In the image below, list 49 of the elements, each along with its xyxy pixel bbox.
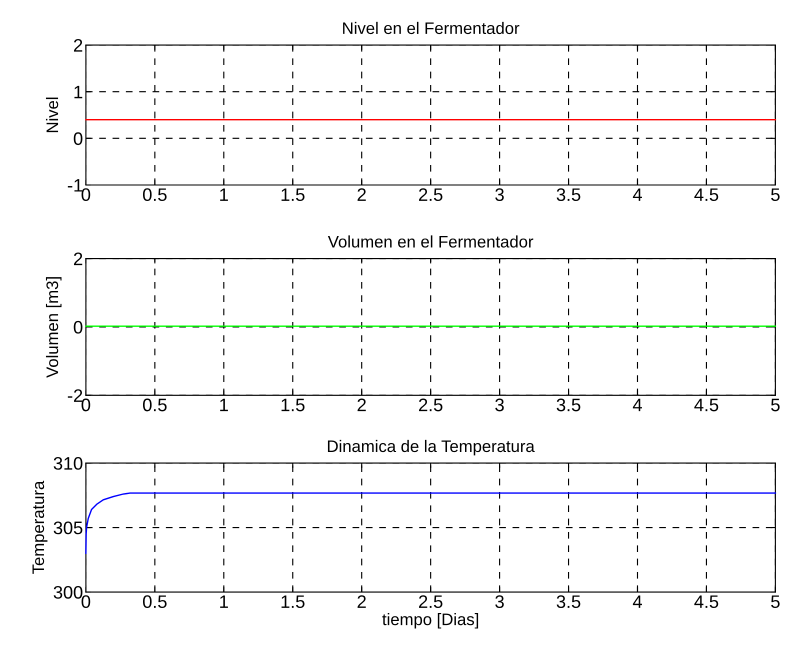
x-tick-label: 1 <box>220 595 228 608</box>
y-tick-label: 310 <box>54 456 82 470</box>
y-tick-label: -1 <box>68 179 82 192</box>
x-tick-label: 4.5 <box>694 188 718 202</box>
x-tick-label: 5 <box>771 398 780 412</box>
x-tick-label: 3.5 <box>556 398 580 412</box>
x-tick-label: 2.5 <box>419 398 442 412</box>
x-tick-label: 0.5 <box>143 398 167 412</box>
x-tick-label: 1 <box>220 188 228 201</box>
x-tick-label: 0.5 <box>143 188 167 202</box>
x-tick-label: 3 <box>495 188 504 202</box>
x-tick-label: 1.5 <box>282 188 305 202</box>
x-tick-label: 2.5 <box>419 188 442 202</box>
y-axis-title: Nivel <box>46 98 58 132</box>
x-tick-label: 2.5 <box>419 595 442 608</box>
x-tick-label: 3.5 <box>556 188 580 202</box>
x-tick-label: 3 <box>495 595 504 608</box>
x-tick-label: 3.5 <box>556 595 580 608</box>
chart-title: Dinamica de la Temperatura <box>328 440 535 456</box>
x-tick-label: 1.5 <box>282 595 305 608</box>
x-tick-label: 4 <box>632 188 642 201</box>
x-tick-label: 2 <box>358 595 366 608</box>
y-tick-label: 1 <box>74 86 82 98</box>
x-axis-title: tiempo [Dias] <box>382 613 478 629</box>
x-tick-label: 4.5 <box>694 595 718 608</box>
line-series <box>85 492 776 554</box>
chart-title: Nivel en el Fermentador <box>343 22 520 34</box>
y-axis-title: Temperatura <box>32 480 48 574</box>
x-tick-label: 4 <box>632 595 642 608</box>
y-tick-label: 2 <box>74 38 82 52</box>
y-tick-label: -2 <box>68 389 82 402</box>
y-tick-label: 2 <box>74 252 82 266</box>
x-tick-label: 4 <box>632 398 642 412</box>
chart-title: Volumen en el Fermentador <box>328 235 534 248</box>
x-tick-label: 4.5 <box>694 398 718 412</box>
y-tick-label: 305 <box>54 521 82 534</box>
x-tick-label: 1 <box>220 398 228 412</box>
y-tick-label: 0 <box>74 320 82 334</box>
x-tick-label: 2 <box>358 188 366 201</box>
x-tick-label: 0.5 <box>143 595 167 608</box>
x-tick-label: 1.5 <box>282 398 305 412</box>
y-tick-label: 0 <box>74 132 82 146</box>
y-axis-title: Volumen [m3] <box>46 277 62 378</box>
x-tick-label: 5 <box>771 188 780 202</box>
x-tick-label: 5 <box>771 595 780 608</box>
x-tick-label: 3 <box>495 398 504 412</box>
x-tick-label: 0 <box>82 398 90 412</box>
x-tick-label: 2 <box>358 398 366 412</box>
y-tick-label: 300 <box>54 586 82 599</box>
